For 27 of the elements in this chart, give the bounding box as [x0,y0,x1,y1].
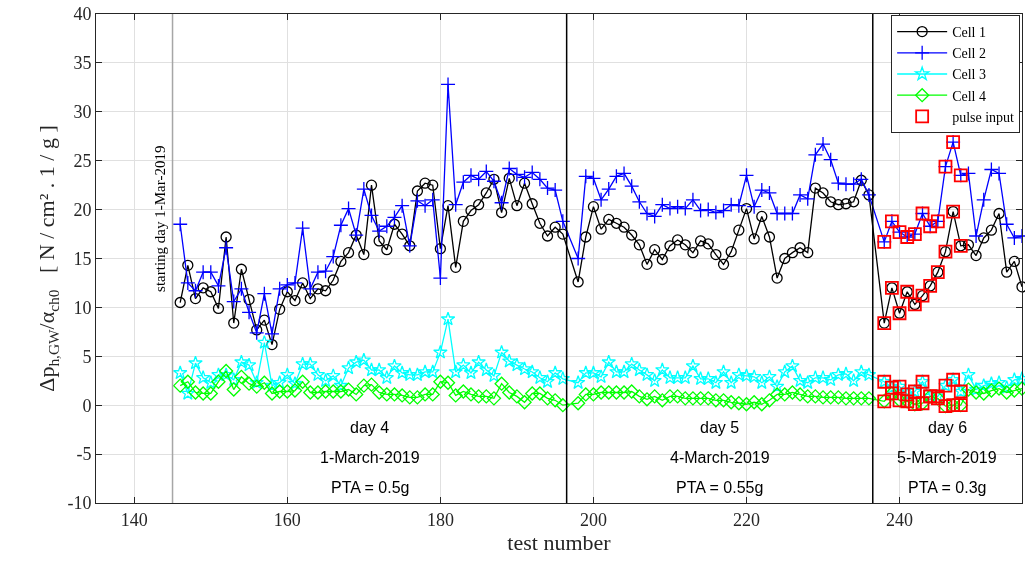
y-tick-label: -10 [67,493,92,514]
legend-label: pulse input [952,109,1015,125]
y-tick-label: 0 [82,395,92,416]
y-tick-label: 20 [73,199,92,220]
y-tick-label: 10 [73,297,92,318]
annotation: day 5 4-March-2019 PTA = 0.55g [670,419,770,496]
y-tick-label: 5 [82,346,92,367]
x-tick-label: 220 [733,509,760,530]
x-tick-label: 240 [886,509,914,530]
legend-label: Cell 4 [952,88,986,104]
legend-label: Cell 3 [952,67,986,83]
y-tick-label: -5 [76,444,92,465]
x-tick-label: 180 [426,509,454,530]
x-axis-title: test number [507,529,612,555]
x-tick-label: 140 [120,509,148,530]
x-tick-label: 200 [579,509,607,530]
annotation: day 6 5-March-2019 PTA = 0.3g [897,419,997,496]
annotation: day 4 1-March-2019 PTA = 0.5g [320,419,420,496]
y-tick-label: 15 [73,248,92,269]
legend-label: Cell 2 [952,46,986,62]
y-tick-label: 30 [73,102,92,123]
y-tick-label: 25 [73,151,92,171]
legend-label: Cell 1 [952,25,986,41]
x-tick-label: 160 [273,509,301,530]
y-tick-label: 40 [73,4,92,25]
ref-line-label: starting day 1-Mar-2019 [152,145,169,292]
y-tick-label: 35 [73,53,92,74]
